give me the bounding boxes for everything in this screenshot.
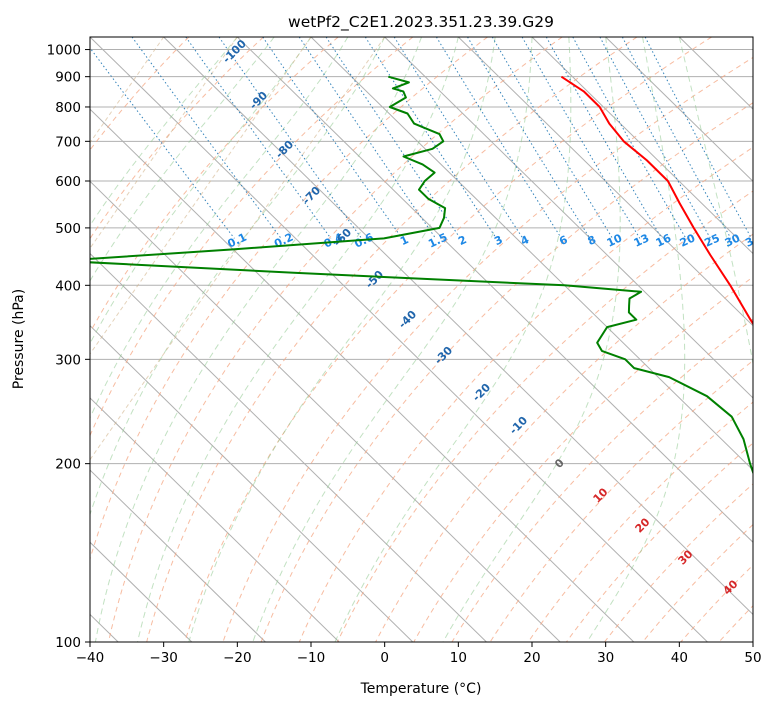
mixing-ratio-line [572, 37, 687, 239]
x-tick-label: 20 [523, 650, 540, 666]
isotherm-line [236, 37, 753, 543]
y-tick-label: 600 [55, 174, 81, 190]
moist-adiabat-line [137, 37, 459, 642]
dry-adiabat-line [90, 37, 339, 334]
moist-adiabat-line [188, 37, 496, 642]
y-tick-label: 100 [55, 635, 81, 651]
x-tick-label: −40 [76, 650, 105, 666]
isotherm-line [90, 397, 340, 642]
moist-adiabat-line [252, 37, 533, 642]
y-tick-label: 1000 [47, 43, 81, 59]
x-axis-label: Temperature (°C) [360, 681, 482, 697]
isotherm-line [90, 37, 708, 642]
mixing-ratio-label: 13 [632, 232, 651, 250]
mixing-ratio-line [298, 37, 437, 239]
x-tick-label: 0 [380, 650, 389, 666]
x-tick-label: 40 [671, 650, 688, 666]
x-tick-label: −30 [149, 650, 178, 666]
dry-adiabat-line [108, 37, 563, 642]
y-tick-label: 300 [55, 352, 81, 368]
x-tick-label: −20 [223, 650, 252, 666]
x-tick-label: 30 [597, 650, 614, 666]
moist-adiabat-line [442, 37, 621, 642]
moist-adiabat-line [94, 37, 422, 642]
isotherm-line [90, 469, 266, 642]
y-tick-label: 500 [55, 221, 81, 237]
mixing-ratio-label: 16 [654, 231, 674, 249]
isotherm-line [90, 325, 414, 642]
mixing-ratio-label: 10 [605, 231, 625, 249]
temperature-profile-line [560, 75, 753, 326]
dry-adiabat-line [413, 276, 753, 642]
dry-adiabat-line [451, 318, 753, 642]
isotherm-line [163, 37, 753, 616]
y-tick-label: 900 [55, 70, 81, 86]
mixing-ratio-line [545, 37, 663, 239]
mixing-ratio-line [467, 37, 591, 239]
mixing-ratio-line [435, 37, 562, 239]
mixing-ratio-label: 30 [723, 231, 743, 249]
moist-adiabat-line [90, 37, 275, 282]
y-axis-label: Pressure (hPa) [11, 289, 27, 389]
x-tick-label: 50 [744, 650, 761, 666]
dry-adiabat-line [90, 37, 190, 151]
isotherm-line [384, 37, 753, 399]
isotherm-line [531, 37, 753, 255]
mixing-ratio-label: 36 [743, 231, 763, 249]
dry-adiabat-line [222, 56, 753, 642]
moist-adiabat-line [586, 37, 686, 642]
chart-title: wetPf2_C2E1.2023.351.23.39.G29 [288, 13, 554, 32]
profile-lines [90, 75, 753, 476]
plot-frame [89, 36, 754, 643]
dry-adiabat-line [90, 37, 488, 561]
isotherm-line [90, 108, 635, 642]
moist-adiabat-line [678, 37, 753, 642]
mixing-ratio-line [325, 37, 461, 239]
isotherm-line [90, 252, 487, 642]
mixing-ratio-line [491, 37, 613, 239]
isotherm-line [310, 37, 753, 471]
isotherm-line [457, 37, 753, 327]
x-tick-label: −10 [297, 650, 326, 666]
x-tick-label: 10 [450, 650, 467, 666]
moist-adiabat-line [90, 37, 349, 420]
mixing-ratio-line [599, 37, 711, 239]
mixing-ratio-line [262, 37, 403, 239]
mixing-ratio-line [364, 37, 497, 239]
dry-adiabat-line [260, 102, 753, 642]
dry-adiabat-line [184, 37, 712, 642]
mixing-ratio-line [521, 37, 641, 239]
moist-adiabat-line [90, 37, 238, 227]
y-tick-label: 200 [55, 457, 81, 473]
isotherm-line [90, 180, 561, 642]
dry-adiabat-line [375, 233, 753, 642]
mixing-ratio-label: 20 [678, 231, 698, 249]
mixing-ratio-line [621, 37, 732, 239]
moist-adiabat-line [334, 37, 572, 642]
moist-adiabat-line [90, 37, 312, 345]
mixing-ratio-label: 25 [702, 232, 721, 250]
y-tick-label: 400 [55, 278, 81, 294]
background-lines [90, 37, 753, 642]
mixing-ratio-line [185, 37, 332, 239]
y-tick-label: 700 [55, 134, 81, 150]
dry-adiabat-line [298, 146, 753, 642]
isotherm-line [605, 37, 753, 183]
y-tick-label: 800 [55, 100, 81, 116]
mixing-ratio-line [131, 37, 282, 239]
mixing-ratio-line [393, 37, 524, 239]
dewpoint-profile-line [90, 75, 753, 476]
axis-ticks: −40 −30 −20 −10 0 10 20 30 40 50 1000 900 800 700 600 5… [47, 43, 762, 666]
dry-adiabat-line [336, 190, 753, 642]
